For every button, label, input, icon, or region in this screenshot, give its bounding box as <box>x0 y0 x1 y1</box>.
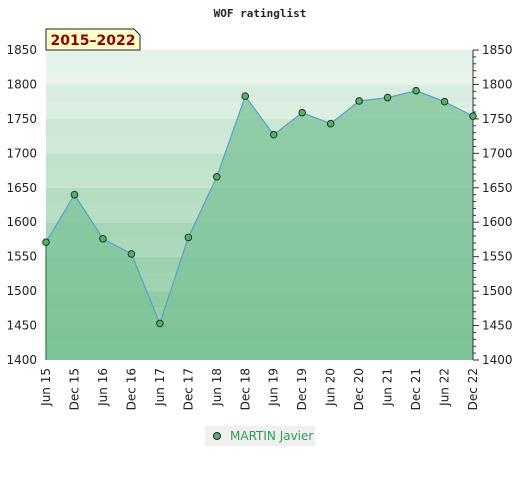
period-label: 2015–2022 <box>51 33 136 49</box>
x-tick-label: Jun 19 <box>267 368 281 407</box>
data-point <box>184 233 193 242</box>
band <box>46 67 473 85</box>
y-tick-label-left: 1550 <box>6 250 37 264</box>
rating-area <box>45 90 474 361</box>
data-point <box>269 130 278 139</box>
data-point <box>127 250 136 258</box>
data-point <box>355 97 363 105</box>
area-fill <box>46 90 473 361</box>
legend: MARTIN Javier <box>205 426 315 446</box>
y-tick-label-left: 1750 <box>6 112 37 126</box>
x-tick-label: Jun 21 <box>381 368 395 407</box>
y-tick-label-right: 1500 <box>482 284 513 298</box>
y-tick-label-left: 1650 <box>6 181 37 195</box>
legend-box <box>205 426 315 446</box>
band <box>46 50 473 68</box>
x-tick-label: Jun 20 <box>324 368 338 407</box>
x-tick-label: Dec 19 <box>295 368 309 410</box>
y-tick-label-right: 1800 <box>482 77 513 91</box>
y-tick-label-right: 1450 <box>482 319 513 333</box>
data-point <box>156 319 164 328</box>
chart-title: WOF ratinglist <box>214 7 307 20</box>
period-badge: 2015–2022 <box>45 28 141 51</box>
x-tick-label: Dec 17 <box>181 368 195 410</box>
x-tick-label: Dec 21 <box>409 368 423 410</box>
x-axis-labels: Jun 15 Dec 15 Jun 16 Dec 16 Jun 17 Dec 17 Jun … <box>39 368 480 410</box>
data-point <box>99 234 107 243</box>
legend-marker <box>213 432 221 440</box>
period-badge-shape <box>45 28 141 51</box>
x-tick-label: Jun 18 <box>210 368 224 407</box>
x-tick-label: Jun 15 <box>39 368 53 407</box>
y-tick-label-right: 1700 <box>482 146 513 160</box>
x-tick-label: Dec 15 <box>67 368 81 410</box>
data-point <box>440 97 449 106</box>
y-tick-label-right: 1750 <box>482 112 513 126</box>
y-axis-left-labels: 1400 1450 1500 1550 1600 1650 1700 1750 1800 1850 <box>6 43 37 367</box>
data-point <box>70 190 79 199</box>
data-point <box>412 86 420 95</box>
y-tick-label-right: 1600 <box>482 215 513 229</box>
x-tick-label: Dec 16 <box>124 368 138 410</box>
y-tick-label-right: 1550 <box>482 250 513 264</box>
data-point <box>213 172 221 181</box>
y-tick-label-left: 1400 <box>6 353 37 367</box>
data-point <box>42 238 50 246</box>
data-point <box>383 93 392 102</box>
axes <box>45 49 479 361</box>
data-point <box>326 119 335 128</box>
y-tick-label-right: 1650 <box>482 181 513 195</box>
y-tick-label-left: 1800 <box>6 77 37 91</box>
y-tick-label-left: 1700 <box>6 146 37 160</box>
band <box>46 84 473 102</box>
data-points <box>42 86 477 328</box>
x-tick-label: Dec 20 <box>352 368 366 410</box>
series-line <box>45 90 474 326</box>
x-tick-label: Jun 22 <box>438 368 452 407</box>
y-axis-right-labels: 1400 1450 1500 1550 1600 1650 1700 1750 1800 1850 <box>482 43 513 367</box>
legend-label: MARTIN Javier <box>230 429 313 443</box>
data-point <box>241 92 250 100</box>
y-tick-label-left: 1600 <box>6 215 37 229</box>
x-tick-label: Jun 17 <box>153 368 167 407</box>
x-tick-label: Dec 18 <box>238 368 252 410</box>
data-point <box>469 112 477 120</box>
y-tick-label-right: 1400 <box>482 353 513 367</box>
y-tick-label-right: 1850 <box>482 43 513 57</box>
data-point <box>298 108 307 117</box>
y-tick-label-left: 1450 <box>6 319 37 333</box>
y-tick-label-left: 1850 <box>6 43 37 57</box>
x-tick-label: Jun 16 <box>96 368 110 407</box>
x-tick-label: Dec 22 <box>466 368 480 410</box>
y-tick-label-left: 1500 <box>6 284 37 298</box>
